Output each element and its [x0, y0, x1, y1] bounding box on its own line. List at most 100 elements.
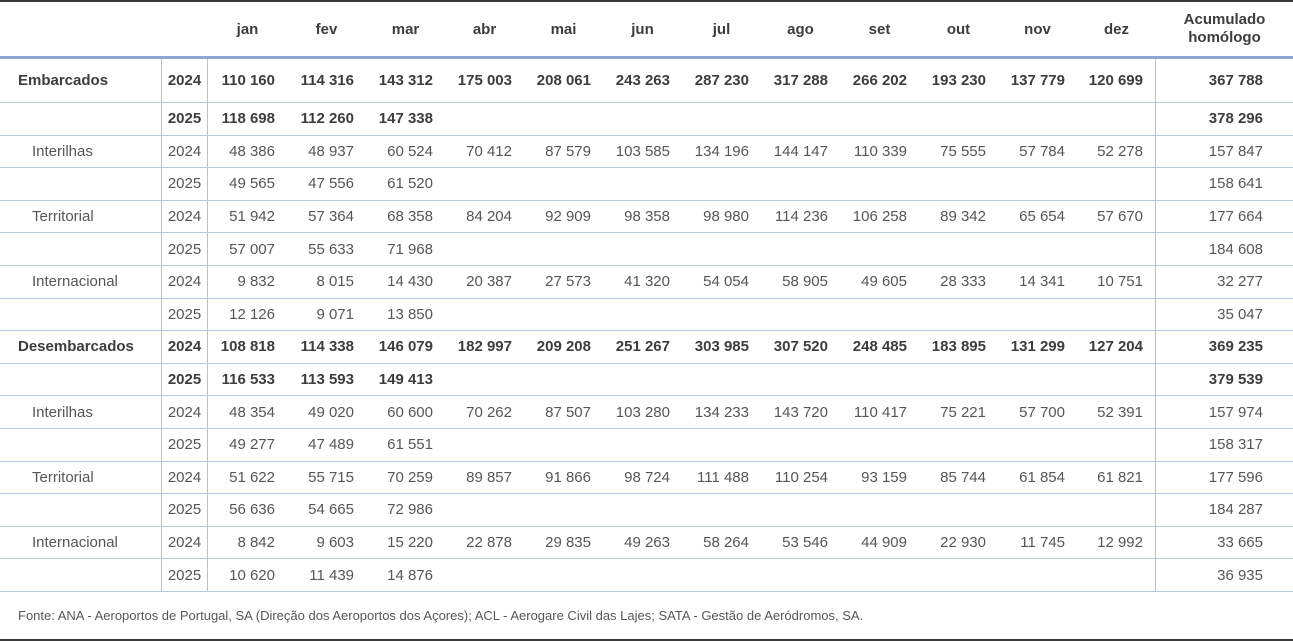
value-cell: 61 821 [1077, 461, 1156, 494]
value-cell [524, 494, 603, 526]
value-cell: 75 221 [940, 403, 986, 421]
value-cell [524, 559, 603, 591]
value-cell: 11 745 [1020, 534, 1065, 552]
value-cell: 243 263 [615, 72, 670, 89]
value-cell: 147 338 [378, 110, 433, 128]
value-cell [682, 103, 761, 135]
table-row: 2025 118 698 112 260 147 338 378 296 [0, 103, 1293, 136]
category-cell: Territorial [0, 200, 162, 233]
value-cell [998, 299, 1077, 331]
value-cell [840, 233, 919, 265]
value-cell: 111 488 [697, 468, 749, 486]
value-cell: 87 579 [545, 142, 591, 160]
value-cell: 116 533 [221, 371, 275, 389]
value-cell: 48 354 [229, 403, 275, 421]
value-cell: 112 260 [300, 110, 354, 128]
value-cell: 51 622 [229, 468, 275, 486]
value-cell: 183 895 [931, 338, 986, 356]
month-header: jun [631, 20, 654, 38]
value-cell: 58 905 [782, 273, 828, 291]
value-cell: 9 071 [316, 305, 354, 323]
table-header-row: jan fev mar abr mai jun jul ago set out nov dez Acum… [0, 2, 1293, 56]
value-cell: 114 338 [300, 338, 354, 356]
month-header: set [868, 20, 891, 38]
value-cell: 113 593 [300, 371, 354, 389]
value-cell [682, 429, 761, 461]
value-cell: 52 391 [1077, 396, 1156, 428]
value-cell: 209 208 [536, 338, 591, 356]
value-cell: 14 341 [1019, 273, 1065, 291]
accumulated-cell: 158 317 [1208, 436, 1263, 454]
accumulated-cell: 184 287 [1208, 501, 1263, 519]
table-row: 2025 57 007 55 633 71 968 184 608 [0, 233, 1293, 266]
value-cell: 103 585 [615, 142, 670, 160]
table-row: Desembarcados 2024 108 818 114 338 146 079 18… [0, 331, 1293, 364]
value-cell: 98 980 [703, 208, 749, 226]
value-cell [524, 168, 603, 200]
value-cell: 91 866 [545, 468, 591, 486]
value-cell [840, 168, 919, 200]
value-cell: 61 854 [1019, 468, 1065, 486]
accumulated-cell: 32 277 [1217, 273, 1263, 291]
accumulated-cell: 369 235 [1208, 338, 1263, 356]
value-cell: 110 254 [774, 468, 828, 486]
table-row: Territorial 2024 51 942 57 364 68 358 84 204 9… [0, 200, 1293, 234]
accumulated-header-line2: homólogo [1188, 29, 1261, 46]
category-cell [0, 233, 162, 265]
value-cell: 110 160 [221, 72, 275, 89]
value-cell [1077, 298, 1156, 331]
value-cell [761, 168, 840, 200]
year-cell: 2025 [162, 559, 208, 591]
value-cell: 114 236 [774, 208, 828, 226]
value-cell [1077, 428, 1156, 461]
accumulated-cell: 177 664 [1208, 208, 1263, 226]
value-cell: 60 524 [387, 142, 433, 160]
value-cell: 149 413 [378, 371, 433, 389]
value-cell: 8 015 [316, 273, 354, 291]
value-cell [682, 299, 761, 331]
value-cell [919, 494, 998, 526]
value-cell: 47 556 [308, 175, 354, 193]
value-cell [682, 364, 761, 396]
value-cell: 54 054 [703, 273, 749, 291]
value-cell [524, 299, 603, 331]
value-cell [524, 364, 603, 396]
value-cell [998, 429, 1077, 461]
value-cell: 58 264 [703, 534, 749, 552]
value-cell: 60 600 [387, 403, 433, 421]
value-cell [998, 559, 1077, 591]
value-cell: 85 744 [940, 468, 986, 486]
table-body: Embarcados 2024 110 160 114 316 143 312 175 0… [0, 56, 1293, 592]
month-header: nov [1024, 20, 1051, 38]
value-cell: 15 220 [387, 534, 433, 552]
value-cell: 28 333 [940, 273, 986, 291]
accumulated-cell: 177 596 [1208, 468, 1263, 486]
value-cell: 89 857 [466, 468, 512, 486]
value-cell [761, 299, 840, 331]
value-cell [761, 233, 840, 265]
category-cell: Internacional [0, 526, 162, 559]
value-cell: 248 485 [852, 338, 907, 356]
value-cell [998, 103, 1077, 135]
value-cell: 51 942 [229, 208, 275, 226]
value-cell [603, 103, 682, 135]
value-cell [840, 559, 919, 591]
value-cell [524, 429, 603, 461]
value-cell [1077, 559, 1156, 591]
value-cell: 98 724 [624, 468, 670, 486]
value-cell [919, 168, 998, 200]
category-cell: Territorial [0, 461, 162, 494]
value-cell: 193 230 [931, 72, 986, 89]
category-cell: Embarcados [0, 59, 162, 102]
value-cell [840, 299, 919, 331]
month-header: jan [236, 20, 259, 38]
value-cell: 57 670 [1077, 200, 1156, 233]
value-cell: 175 003 [457, 72, 512, 89]
value-cell: 68 358 [387, 208, 433, 226]
value-cell: 47 489 [308, 436, 354, 454]
value-cell [840, 494, 919, 526]
month-header: abr [472, 20, 497, 38]
year-cell: 2024 [162, 526, 208, 559]
value-cell: 55 633 [308, 240, 354, 258]
value-cell [761, 494, 840, 526]
